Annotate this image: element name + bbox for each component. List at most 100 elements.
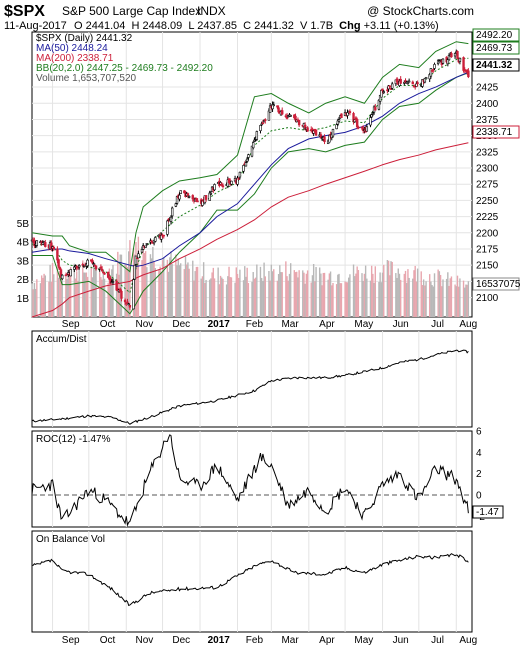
volume-bar [218, 284, 221, 317]
price-candle-body [127, 303, 130, 306]
price-candle-body [406, 81, 410, 84]
volume-bar [74, 278, 77, 317]
volume-bar [263, 262, 265, 317]
price-candle-body [150, 240, 153, 243]
volume-bar [459, 278, 461, 317]
price-tick-label: 2275 [476, 180, 499, 191]
volume-bar [170, 251, 172, 317]
price-candle-body [340, 113, 343, 118]
volume-bar [66, 278, 68, 317]
volume-bar [85, 272, 88, 317]
volume-bar [428, 274, 431, 317]
volume-bar [404, 270, 407, 317]
volume-bar [252, 272, 254, 317]
x-tick-label-bottom: Dec [172, 635, 190, 646]
volume-bar [154, 268, 156, 317]
volume-bar [100, 277, 102, 317]
price-candle-body [123, 299, 127, 303]
price-candle-body [433, 64, 436, 69]
volume-bar [169, 257, 171, 317]
price-candle-body [166, 220, 169, 235]
price-candle-body [204, 195, 208, 200]
volume-bar [205, 279, 207, 317]
volume-bar [34, 288, 37, 317]
volume-bar [304, 283, 306, 317]
volume-bar [413, 270, 415, 317]
volume-bar [456, 275, 459, 317]
volume-bar [445, 278, 448, 317]
x-tick-label-top: Apr [319, 319, 335, 330]
price-tag-close: 2441.32 [472, 58, 520, 72]
price-candle-body [264, 119, 267, 121]
volume-bar [142, 244, 144, 317]
volume-bar [101, 279, 103, 317]
volume-bar [143, 253, 146, 317]
volume-bar [210, 278, 212, 317]
volume-bar [340, 283, 343, 317]
volume-bar [303, 272, 305, 317]
volume-bar [450, 276, 453, 317]
volume-bar [287, 280, 289, 317]
volume-bar [327, 279, 329, 317]
price-candle-body [69, 269, 72, 277]
volume-bar [236, 273, 239, 317]
volume-bar [352, 264, 355, 317]
price-candle-body [365, 126, 369, 132]
price-candle-body [115, 280, 118, 291]
volume-bar [361, 273, 363, 317]
price-candle-body [388, 85, 392, 88]
volume-bar [280, 272, 282, 317]
volume-bar [126, 266, 129, 317]
volume-bar [414, 265, 416, 317]
price-candle-body [415, 83, 418, 87]
price-candle-body [371, 112, 375, 114]
volume-bar [454, 284, 456, 317]
volume-bar [103, 278, 106, 317]
price-candle-body [432, 69, 435, 71]
volume-bar [239, 269, 241, 317]
volume-bar [281, 272, 283, 317]
price-candle-body [323, 136, 326, 143]
volume-bar [328, 273, 331, 317]
volume-bar [242, 280, 245, 317]
volume-bar [276, 280, 279, 317]
price-candle-body [236, 177, 239, 185]
bb-middle-line [31, 57, 469, 294]
volume-bar [160, 271, 163, 317]
price-candle-body [377, 99, 381, 110]
price-candle-body [56, 248, 59, 261]
x-tick-label-bottom: 2017 [208, 635, 231, 646]
volume-bar [153, 261, 155, 317]
volume-bar [398, 273, 401, 317]
volume-bar [288, 273, 291, 317]
price-candle-body [64, 274, 68, 277]
volume-bar [311, 275, 314, 317]
volume-bar [294, 272, 297, 317]
volume-bar [369, 280, 372, 317]
price-candle-body [52, 246, 55, 250]
price-tick-label: 2425 [476, 83, 499, 94]
price-tag-bb-middle: 2469.73 [472, 41, 520, 55]
price-candle-body [209, 192, 213, 195]
volume-bar [115, 273, 118, 317]
volume-bar [407, 269, 409, 317]
price-candle-body [134, 255, 138, 265]
volume-bar [256, 264, 258, 317]
legend-bb: BB(20,2.0) 2447.25 - 2469.73 - 2492.20 [36, 63, 213, 74]
volume-bar [442, 279, 444, 317]
price-candle-body [424, 76, 428, 80]
volume-bar [433, 273, 436, 317]
price-candle-body [352, 113, 355, 122]
volume-bar [312, 264, 315, 317]
roc-tick-label: 2 [476, 469, 482, 480]
x-tick-label-bottom: Nov [136, 635, 154, 646]
price-candle-body [260, 123, 263, 126]
price-candle-body [126, 301, 129, 304]
volume-bar [286, 276, 288, 317]
volume-bar [102, 269, 105, 317]
price-candle-body [467, 70, 470, 78]
volume-bar [161, 260, 164, 317]
obv-line [31, 553, 469, 607]
price-candle-body [314, 129, 318, 136]
x-tick-label-top: 2017 [208, 319, 231, 330]
